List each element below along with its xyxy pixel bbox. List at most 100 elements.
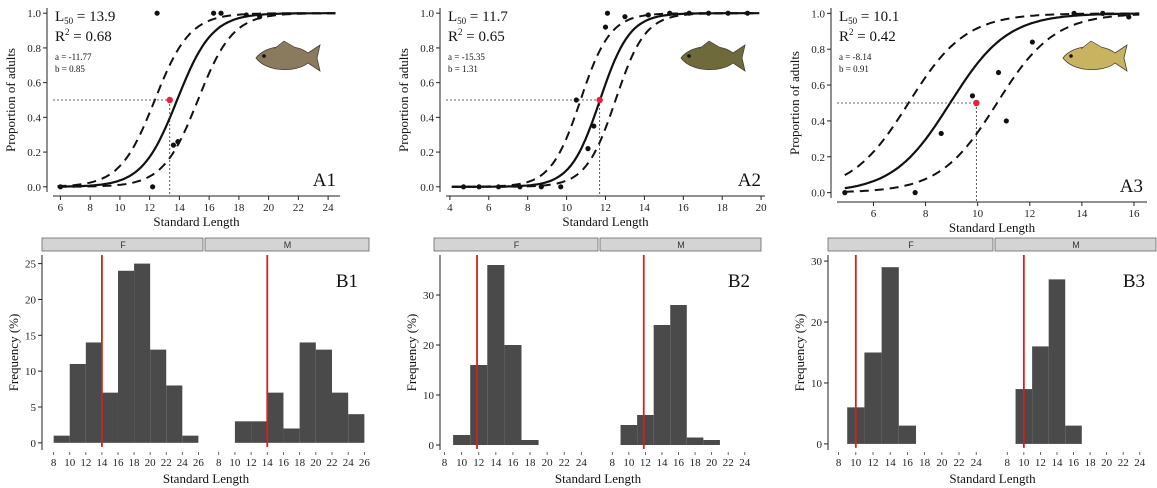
data-point	[686, 10, 692, 16]
histogram-bar	[283, 428, 300, 443]
histogram-bar	[703, 440, 720, 445]
x-tick-label: 8	[87, 202, 93, 214]
y-axis-title: Frequency (%)	[792, 314, 807, 392]
facet-strip-label: M	[677, 240, 685, 250]
y-tick-label: 0.0	[27, 182, 41, 194]
facet-strip-label: M	[284, 240, 292, 250]
x-tick-label: 18	[717, 202, 729, 214]
l50-label: L50 = 13.9	[55, 9, 115, 26]
panel-a3: 0.0 0.2 0.4 0.6 0.8 1.0 6 8 10 12 14 16 Standard Len…	[787, 8, 1147, 235]
x-tick-label: 10	[1018, 457, 1030, 469]
x-tick-label: 18	[1085, 457, 1097, 469]
x-tick-label: 22	[293, 202, 304, 214]
data-point	[1029, 39, 1035, 45]
x-tick-label: 20	[542, 457, 554, 469]
data-point	[150, 184, 156, 190]
x-tick-label: 22	[327, 457, 338, 469]
data-point	[495, 184, 502, 190]
data-point	[995, 69, 1002, 76]
data-point	[591, 123, 597, 129]
y-axis-title: Proportion of adults	[787, 51, 802, 155]
y-tick-label: 0.8	[811, 44, 825, 56]
y-tick-label: 0.6	[811, 80, 825, 92]
facet-strip-label: F	[908, 240, 914, 250]
x-tick-label: 14	[1051, 457, 1063, 469]
x-tick-label: 10	[64, 457, 76, 469]
y-tick-label: 10	[25, 366, 37, 378]
x-tick-label: 14	[262, 457, 274, 469]
b-param-label: b = 0.85	[55, 64, 85, 74]
histogram-bar	[670, 305, 687, 445]
x-tick-label: 14	[639, 202, 651, 214]
x-tick-label: 24	[323, 202, 335, 214]
y-tick-label: 0	[429, 440, 435, 452]
y-tick-label: 5	[31, 402, 37, 414]
fish-body	[255, 44, 321, 72]
histogram-bar	[1032, 346, 1049, 444]
x-tick-label: 14	[656, 457, 668, 469]
x-tick-label: 24	[576, 457, 588, 469]
data-point	[705, 10, 712, 16]
fish-body	[1062, 44, 1128, 72]
panel-a1: 0.0 0.2 0.4 0.6 0.8 1.0 6 8 10 12 14 16 18 20 22 24 Stan…	[3, 8, 340, 229]
x-tick-label: 14	[174, 202, 186, 214]
data-point	[170, 142, 177, 148]
x-axis-title: Standard Length	[949, 220, 1036, 235]
a-param-label: a = -8.14	[839, 52, 872, 62]
fish-icon	[1062, 40, 1128, 72]
data-point	[517, 184, 523, 190]
x-tick-label: 18	[129, 457, 141, 469]
data-point	[257, 14, 263, 20]
x-tick-label: 14	[885, 457, 897, 469]
y-tick-label: 1.0	[420, 8, 434, 20]
data-point	[1071, 10, 1077, 16]
panel-label: A1	[313, 170, 336, 191]
histogram-bar	[521, 440, 539, 445]
b-param-label: b = 1.31	[448, 64, 478, 74]
data-point	[538, 184, 544, 190]
x-tick-label: 20	[936, 457, 948, 469]
x-axis-title: Standard Length	[949, 471, 1036, 486]
data-point	[154, 10, 160, 16]
fitted-curve	[57, 12, 336, 188]
y-tick-label: 20	[423, 340, 435, 352]
y-tick-label: 1.0	[27, 8, 41, 20]
facet-f: 8 10 12 14 16 18 20 22 24	[836, 255, 982, 469]
x-tick-label: 18	[233, 202, 245, 214]
r2-label: R2 = 0.65	[448, 27, 505, 45]
histogram-bar	[504, 345, 522, 445]
x-tick-label: 12	[640, 457, 651, 469]
x-tick-label: 16	[678, 202, 690, 214]
x-tick-label: 18	[525, 457, 537, 469]
y-tick-label: 20	[811, 317, 823, 329]
data-point	[969, 93, 976, 99]
histogram-bar	[150, 349, 167, 443]
histogram-bar	[487, 265, 505, 445]
x-tick-label: 10	[229, 457, 241, 469]
histogram-bar	[653, 325, 671, 445]
x-tick-label: 22	[954, 457, 965, 469]
x-tick-label: 4	[447, 202, 453, 214]
x-tick-label: 22	[1118, 457, 1129, 469]
y-tick-label: 0.4	[27, 112, 41, 124]
x-tick-label: 16	[1068, 457, 1080, 469]
y-tick-label: 0.0	[420, 182, 434, 194]
data-point	[573, 97, 579, 103]
fish-eye	[1069, 54, 1073, 58]
data-point	[667, 10, 673, 16]
x-tick-label: 8	[216, 457, 222, 469]
y-tick-label: 30	[423, 290, 435, 302]
histogram-bar	[85, 342, 102, 443]
data-point	[602, 24, 609, 30]
x-tick-label: 26	[359, 457, 371, 469]
facet-strip-label: M	[1072, 240, 1080, 250]
panel-label: B1	[336, 271, 358, 292]
x-tick-label: 16	[507, 457, 519, 469]
data-point	[938, 130, 944, 137]
x-axis-title: Standard Length	[555, 471, 642, 486]
x-tick-label: 18	[690, 457, 702, 469]
x-axis-title: Standard Length	[163, 471, 250, 486]
x-tick-label: 10	[623, 457, 635, 469]
